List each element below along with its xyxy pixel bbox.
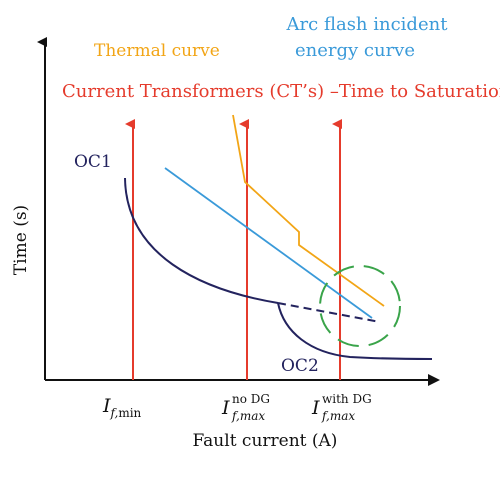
tick-label-fmax-no-dg: I no DG f,max	[221, 392, 270, 423]
svg-text:with DG: with DG	[322, 392, 372, 406]
tick-fmax-with-dg-sup: with DG	[322, 392, 372, 406]
oc1-curve-dashed	[277, 302, 381, 323]
arc-flash-label-line1: Arc flash incident	[286, 14, 449, 35]
svg-text:I: I	[311, 397, 320, 419]
arc-flash-label-line2: energy curve	[295, 40, 415, 61]
x-axis-title: Fault current (A)	[193, 431, 338, 451]
oc2-curve	[277, 302, 433, 360]
oc2-label: OC2	[281, 356, 319, 376]
tick-fmin-main: I	[102, 395, 111, 417]
tick-label-fmax-with-dg: I with DG f,max	[311, 392, 372, 423]
thermal-curve-label: Thermal curve	[94, 41, 220, 61]
arc-flash-curve	[164, 167, 373, 319]
tick-label-fmin: If,min	[102, 395, 142, 420]
oc1-label: OC1	[74, 152, 112, 172]
svg-text:f,max: f,max	[231, 409, 265, 423]
tick-fmin-sub2: min	[118, 406, 141, 420]
oc1-curve	[124, 177, 279, 304]
intersection-highlight-circle	[319, 265, 401, 347]
x-axis-arrowhead	[428, 374, 440, 386]
svg-text:I: I	[221, 397, 230, 419]
tick-fmin-sub: f,	[110, 406, 119, 420]
y-axis-title: Time (s)	[11, 205, 31, 275]
svg-text:no DG: no DG	[232, 392, 270, 406]
tick-fmax-with-dg-sub: f,max	[321, 409, 355, 423]
tick-fmax-no-dg-main: I	[221, 397, 230, 419]
ct-saturation-label: Current Transformers (CT’s) –Time to Sat…	[62, 81, 500, 102]
tick-fmax-with-dg-main: I	[311, 397, 320, 419]
tick-fmax-no-dg-sup: no DG	[232, 392, 270, 406]
thermal-curve	[232, 114, 385, 307]
tick-fmax-no-dg-sub: f,max	[231, 409, 265, 423]
svg-text:f,max: f,max	[321, 409, 355, 423]
svg-text:If,min: If,min	[102, 395, 142, 420]
